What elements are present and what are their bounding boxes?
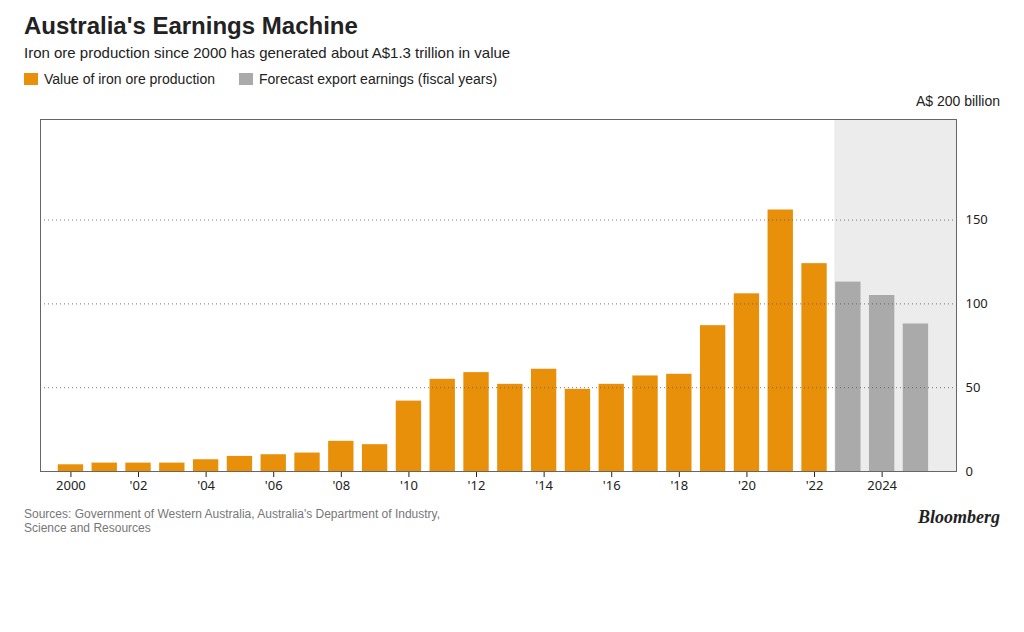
svg-text:2000: 2000 (56, 476, 86, 494)
svg-text:'18: '18 (670, 476, 688, 494)
svg-text:'10: '10 (400, 476, 418, 494)
svg-text:2024: 2024 (867, 476, 897, 494)
html-text:A$ 200 billion: A$ 200 billion (915, 93, 1000, 109)
html-text:Iron ore production since 2000: Iron ore production since 2000 has gener… (24, 44, 511, 61)
html-text:Forecast export earnings (fisc: Forecast export earnings (fiscal years) (259, 71, 498, 87)
svg-text:'08: '08 (332, 476, 350, 494)
html-text:Bloomberg: Bloomberg (918, 507, 1000, 527)
svg-text:100: 100 (966, 294, 988, 312)
html-text:Value of iron ore production: Value of iron ore production (44, 71, 215, 87)
html-text:Australia's Earnings Machine: Australia's Earnings Machine (24, 12, 358, 39)
svg-text:150: 150 (966, 210, 988, 228)
svg-text:'12: '12 (468, 476, 486, 494)
svg-text:'02: '02 (130, 476, 148, 494)
svg-text:0: 0 (966, 462, 973, 480)
svg-text:50: 50 (966, 378, 981, 396)
svg-text:'20: '20 (738, 476, 756, 494)
svg-text:'16: '16 (603, 476, 621, 494)
svg-text:'04: '04 (197, 476, 215, 494)
html-text:Sources: Government of Western: Sources: Government of Western Australia… (24, 507, 440, 535)
svg-text:'14: '14 (535, 476, 553, 494)
svg-text:'22: '22 (806, 476, 824, 494)
svg-text:'06: '06 (265, 476, 283, 494)
